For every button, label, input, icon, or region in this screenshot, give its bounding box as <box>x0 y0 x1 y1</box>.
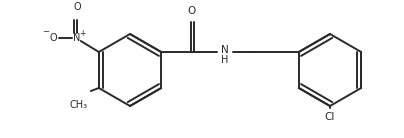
Text: H: H <box>221 55 229 65</box>
Text: O: O <box>73 2 81 12</box>
Text: N: N <box>221 45 229 55</box>
Text: O: O <box>49 33 57 43</box>
Text: −: − <box>42 27 49 36</box>
Text: O: O <box>187 6 195 16</box>
Text: +: + <box>80 29 86 38</box>
Text: CH₃: CH₃ <box>70 100 88 110</box>
Text: Cl: Cl <box>325 112 335 122</box>
Text: N: N <box>73 33 80 43</box>
